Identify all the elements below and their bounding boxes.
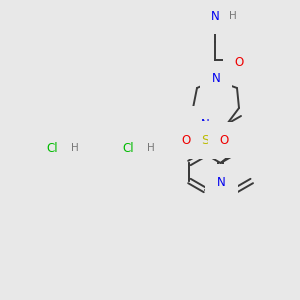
Text: H: H <box>229 11 237 21</box>
Text: N: N <box>211 10 219 22</box>
Text: N: N <box>201 118 209 130</box>
Text: H: H <box>147 143 155 153</box>
Text: H: H <box>204 11 212 21</box>
Text: H: H <box>71 143 79 153</box>
Text: N: N <box>212 73 220 85</box>
Text: Cl: Cl <box>46 142 58 154</box>
Text: O: O <box>234 56 244 68</box>
Text: O: O <box>182 134 190 146</box>
Text: S: S <box>201 134 209 146</box>
Text: O: O <box>219 134 229 146</box>
Text: Cl: Cl <box>122 142 134 154</box>
Text: N: N <box>217 176 226 188</box>
